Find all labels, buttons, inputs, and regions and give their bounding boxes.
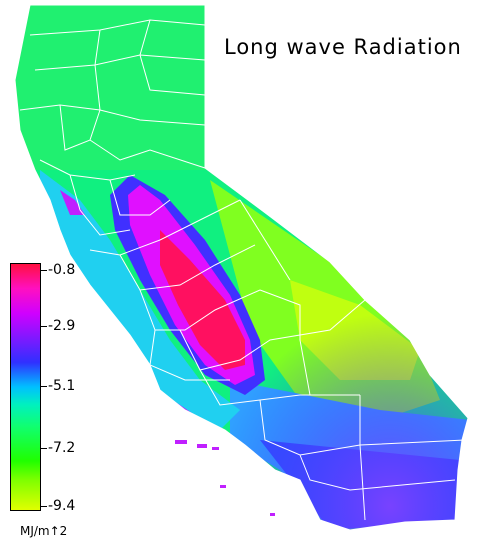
county-lines bbox=[19, 19, 466, 521]
color-scale-bar bbox=[10, 263, 41, 511]
legend-tick-label: -0.8 bbox=[48, 262, 76, 278]
legend-tick bbox=[40, 270, 47, 271]
legend-units: MJ/m↑2 bbox=[20, 524, 68, 538]
legend-tick-label: -2.9 bbox=[48, 318, 76, 334]
channel-islands bbox=[175, 440, 275, 516]
map-title: Long wave Radiation bbox=[224, 35, 462, 59]
legend-tick bbox=[40, 448, 47, 449]
legend-tick bbox=[40, 386, 47, 387]
legend-tick-label: -5.1 bbox=[48, 378, 76, 394]
legend-tick-label: -9.4 bbox=[48, 498, 76, 514]
legend-tick-label: -7.2 bbox=[48, 440, 76, 456]
state-outline bbox=[14, 4, 469, 531]
legend-tick bbox=[40, 506, 47, 507]
legend-tick bbox=[40, 326, 47, 327]
